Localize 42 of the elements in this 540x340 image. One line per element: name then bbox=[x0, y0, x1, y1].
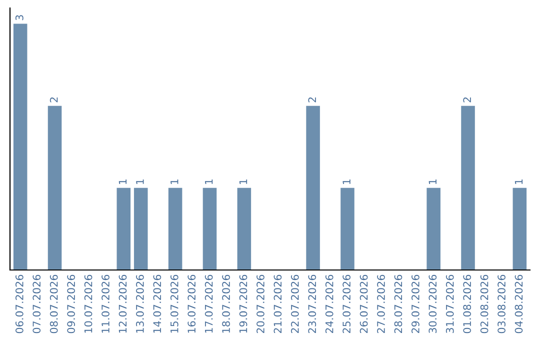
x-tick-label: 13.07.2026 bbox=[136, 274, 144, 333]
x-tick-label: 26.07.2026 bbox=[360, 274, 368, 334]
x-tick-label: 18.07.2026 bbox=[222, 274, 230, 333]
data-label: 1 bbox=[514, 179, 523, 184]
x-tick-label: 17.07.2026 bbox=[204, 274, 213, 333]
x-tick-label: 24.07.2026 bbox=[325, 274, 334, 334]
x-tick-label: 02.08.2026 bbox=[480, 274, 488, 334]
x-tick-label: 20.07.2026 bbox=[256, 274, 264, 334]
x-tick-label: 01.08.2026 bbox=[463, 274, 472, 334]
x-tick-label: 16.07.2026 bbox=[188, 274, 196, 333]
x-tick-label: 21.07.2026 bbox=[274, 274, 282, 334]
x-tick-label: 10.07.2026 bbox=[84, 274, 92, 333]
data-label: 2 bbox=[463, 97, 471, 102]
x-tick-label: 15.07.2026 bbox=[170, 274, 178, 333]
x-tick-label: 19.07.2026 bbox=[239, 274, 248, 333]
x-tick-label: 23.07.2026 bbox=[308, 274, 316, 334]
data-label: 1 bbox=[118, 179, 127, 184]
x-tick-label: 09.07.2026 bbox=[67, 274, 76, 334]
x-tick-label: 07.07.2026 bbox=[32, 274, 41, 334]
x-tick-label: 14.07.2026 bbox=[153, 274, 162, 333]
x-tick-label: 29.07.2026 bbox=[412, 274, 420, 334]
x-tick-label: 08.07.2026 bbox=[50, 274, 58, 334]
x-tick-label: 11.07.2026 bbox=[102, 274, 110, 333]
x-tick-label: 25.07.2026 bbox=[342, 274, 351, 334]
data-label: 2 bbox=[308, 97, 316, 102]
data-label: 1 bbox=[170, 179, 178, 184]
x-tick-label: 31.07.2026 bbox=[446, 274, 454, 334]
x-tick-label: 30.07.2026 bbox=[428, 274, 437, 334]
data-label: 1 bbox=[428, 179, 436, 184]
x-tick-label: 06.07.2026 bbox=[15, 274, 24, 334]
data-label: 1 bbox=[342, 179, 350, 184]
data-label: 2 bbox=[50, 97, 58, 102]
x-tick-label: 22.07.2026 bbox=[290, 274, 299, 334]
data-label: 1 bbox=[205, 179, 213, 184]
data-label: 1 bbox=[136, 179, 144, 184]
x-tick-label: 03.08.2026 bbox=[498, 274, 506, 334]
data-label: 3 bbox=[15, 15, 24, 20]
x-tick-label: 27.07.2026 bbox=[377, 274, 385, 334]
x-tick-label: 28.07.2026 bbox=[394, 274, 402, 334]
x-tick-label: 12.07.2026 bbox=[118, 274, 127, 333]
data-label: 1 bbox=[239, 179, 248, 184]
x-tick-label: 04.08.2026 bbox=[514, 274, 523, 334]
